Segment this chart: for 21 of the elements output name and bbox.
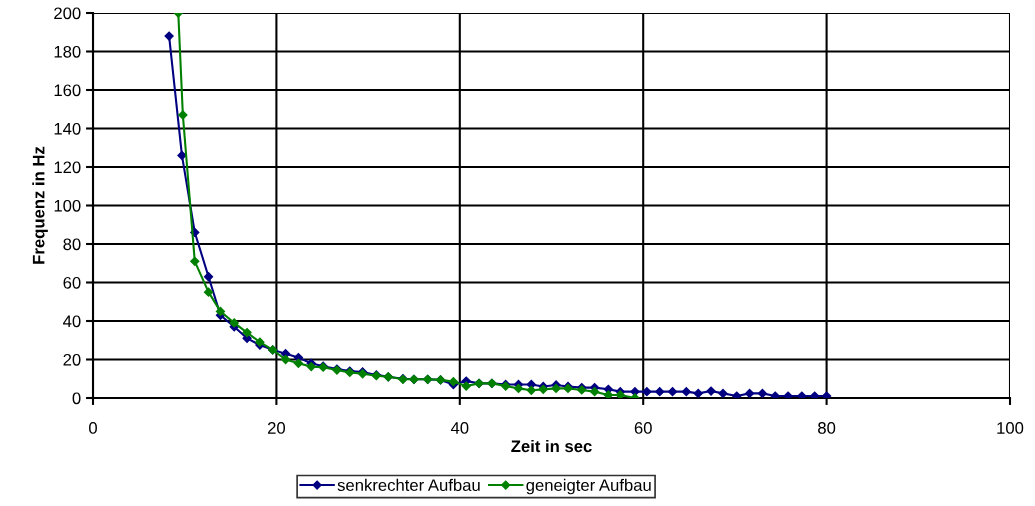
x-tick-label: 80 [818, 422, 836, 434]
legend-label: senkrechter Aufbau [337, 478, 480, 492]
y-tick-label: 180 [54, 45, 81, 58]
y-tick-label: 100 [54, 199, 81, 212]
y-tick-label: 40 [63, 315, 81, 328]
x-tick-label: 100 [997, 422, 1024, 434]
x-tick-label: 20 [267, 422, 286, 434]
y-tick-label: 80 [63, 238, 81, 251]
legend-label: geneigter Aufbau [526, 478, 651, 495]
x-tick-label: 40 [450, 422, 469, 434]
x-tick-label: 60 [634, 422, 652, 434]
y-tick-label: 60 [63, 276, 81, 289]
y-tick-label: 200 [54, 7, 81, 20]
y-tick-label: 0 [72, 392, 81, 405]
y-tick-label: 20 [63, 353, 81, 366]
y-tick-label: 120 [54, 161, 81, 174]
x-tick-label: 0 [89, 422, 97, 434]
y-tick-label: 160 [54, 84, 81, 97]
x-axis-title: Zeit in sec [511, 439, 592, 453]
y-tick-label: 140 [54, 122, 81, 135]
y-axis-title: Frequenz in Hz [32, 146, 48, 264]
